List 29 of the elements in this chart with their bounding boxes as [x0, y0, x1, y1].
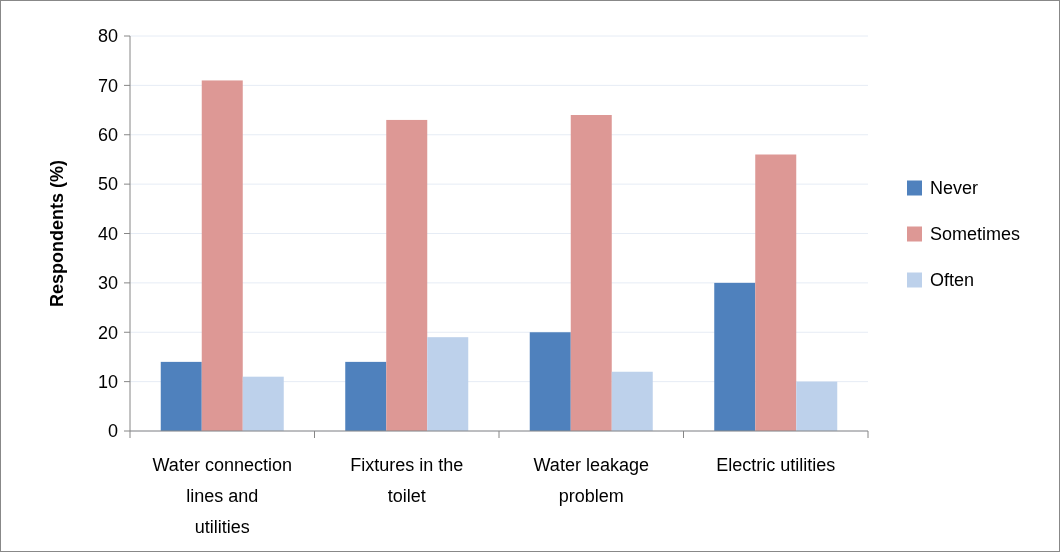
- y-axis-title: Respondents (%): [47, 159, 67, 308]
- legend-label: Often: [930, 269, 975, 290]
- bar: [611, 371, 653, 431]
- y-tick-label: 50: [97, 174, 118, 195]
- bar: [796, 381, 838, 431]
- bar: [714, 282, 756, 431]
- y-tick-label: 0: [107, 421, 118, 442]
- bar: [160, 361, 202, 431]
- y-tick-label: 10: [97, 371, 118, 392]
- bar: [386, 119, 428, 431]
- x-tick-label: Fixtures in the toilet: [350, 455, 464, 506]
- y-tick-label: 20: [97, 322, 118, 343]
- legend-label: Sometimes: [930, 223, 1021, 244]
- y-tick-label: 40: [97, 223, 118, 244]
- bar: [529, 332, 571, 431]
- legend-label: Never: [930, 177, 979, 198]
- y-tick-label: 60: [97, 125, 118, 146]
- x-tick-label: Water leakage problem: [533, 455, 649, 506]
- bar: [201, 80, 243, 431]
- bar: [755, 154, 797, 431]
- bar: [242, 376, 284, 431]
- x-tick-label: Water connection lines and utilities: [152, 455, 292, 537]
- bar: [570, 115, 612, 431]
- y-tick-label: 70: [97, 75, 118, 96]
- y-tick-label: 30: [97, 273, 118, 294]
- bar: [427, 337, 469, 431]
- bar: [345, 361, 387, 431]
- x-tick-label: Electric utilities: [716, 455, 836, 475]
- y-tick-label: 80: [97, 26, 118, 47]
